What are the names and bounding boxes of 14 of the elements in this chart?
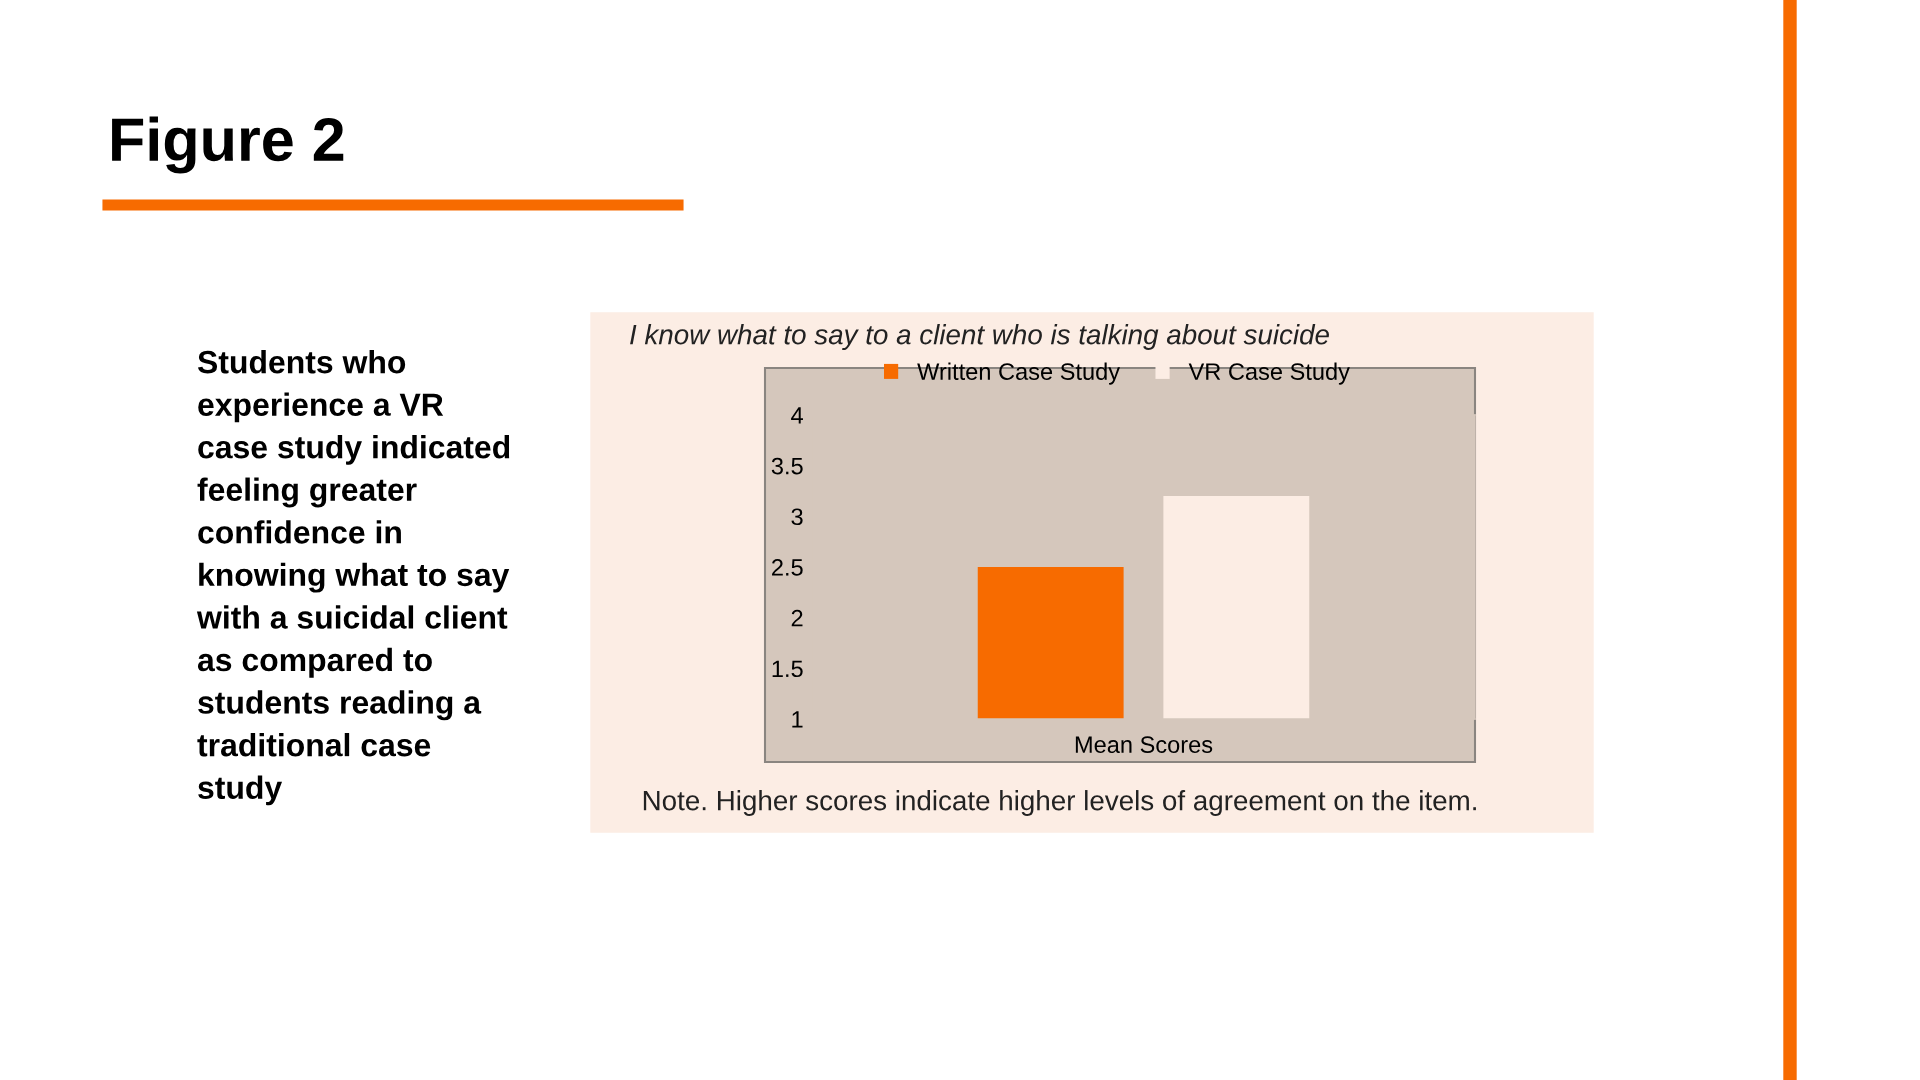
y-tick-label: 3.5 <box>771 457 803 475</box>
text: Note. Higher scores indicate higher levels of agreement on the item. <box>643 790 1476 816</box>
y-tick-label: 3 <box>791 508 803 526</box>
y-tick-label: 2.5 <box>772 559 803 576</box>
y-tick-label: 1 <box>792 711 803 728</box>
legend-label: Written Case Study <box>917 362 1121 385</box>
y-tick-label: 1.5 <box>772 660 803 678</box>
text: Figure 2 <box>112 116 344 174</box>
y-tick-label: 2 <box>791 609 803 627</box>
x-tick-label: Mean Scores <box>1075 736 1213 754</box>
y-tick-label: 4 <box>791 407 803 424</box>
chart-subtitle: I know what to say to a client who is talking about suicide <box>630 324 1329 350</box>
legend-label: VR Case Study <box>1188 362 1350 385</box>
text: Students who experience a VR case study indicated feeling greater confidence in knowing what to say with a suicidal client as compared to students reading a traditional case study <box>196 350 510 806</box>
